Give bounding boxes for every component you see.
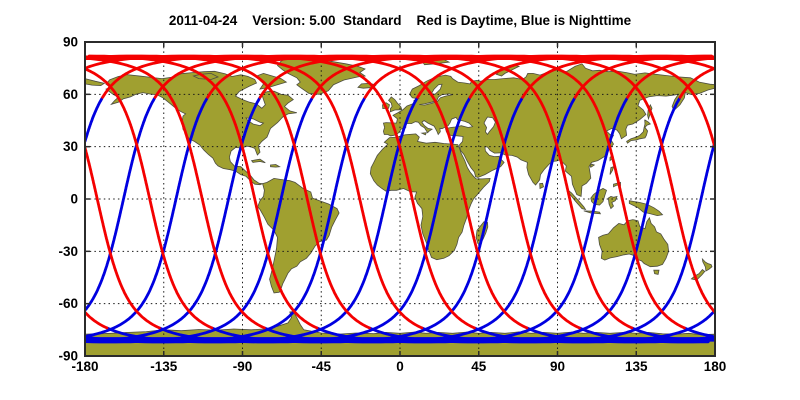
daytime-track — [87, 54, 319, 330]
nighttime-track — [683, 326, 714, 338]
nighttime-track — [85, 96, 104, 143]
y-tick-label--90: -90 — [58, 349, 78, 364]
land-eurasia — [382, 63, 715, 197]
x-tick-label-135: 135 — [625, 359, 648, 374]
nighttime-track — [85, 96, 156, 311]
land-sumatra — [566, 189, 587, 211]
nighttime-track — [85, 96, 261, 343]
x-tick-label--180: -180 — [71, 359, 98, 374]
y-tick-label--60: -60 — [58, 296, 78, 311]
plot-title: 2011-04-24 Version: 5.00 Standard Red is… — [168, 13, 632, 28]
water-gulf-of-bothnia — [430, 83, 443, 95]
land-sulawesi — [607, 195, 618, 210]
y-tick-label-30: 30 — [63, 139, 78, 154]
x-tick-label-90: 90 — [550, 359, 565, 374]
nighttime-track — [85, 96, 314, 344]
x-tick-label-180: 180 — [704, 359, 727, 374]
nighttime-track — [420, 141, 715, 344]
x-tick-label-0: 0 — [396, 359, 404, 374]
land-cuba — [250, 158, 266, 164]
water-caspian-sea — [483, 116, 496, 136]
land-sri-lanka — [539, 182, 544, 190]
y-tick-label-90: 90 — [63, 35, 78, 50]
land-sicily — [420, 132, 427, 136]
land-great-britain — [388, 96, 403, 113]
land-north-america — [105, 70, 297, 186]
orbit-tracks — [85, 54, 715, 344]
daytime-track — [85, 311, 109, 330]
nighttime-track — [85, 96, 209, 338]
land-chukotka — [85, 78, 106, 87]
x-tick-label--90: -90 — [233, 359, 253, 374]
axis-ticks — [84, 41, 716, 357]
water-baltic-sea — [419, 93, 453, 106]
daytime-track — [416, 54, 715, 149]
daytime-track — [678, 66, 715, 99]
land-new-zealand-north — [701, 257, 713, 272]
daytime-track — [85, 68, 214, 330]
land-hainan — [589, 163, 596, 168]
x-tick-label--135: -135 — [150, 359, 178, 374]
daytime-track — [89, 57, 266, 330]
x-tick-label--45: -45 — [311, 359, 331, 374]
y-tick-label--30: -30 — [58, 244, 78, 259]
daytime-track — [85, 54, 424, 330]
land-tasmania — [653, 269, 660, 275]
x-tick-label-45: 45 — [471, 359, 487, 374]
daytime-track — [85, 146, 161, 330]
land-hispaniola — [270, 164, 281, 168]
y-tick-label-60: 60 — [63, 87, 78, 102]
y-tick-label-0: 0 — [70, 192, 78, 207]
daytime-track — [626, 57, 711, 99]
land-japan — [626, 119, 652, 144]
